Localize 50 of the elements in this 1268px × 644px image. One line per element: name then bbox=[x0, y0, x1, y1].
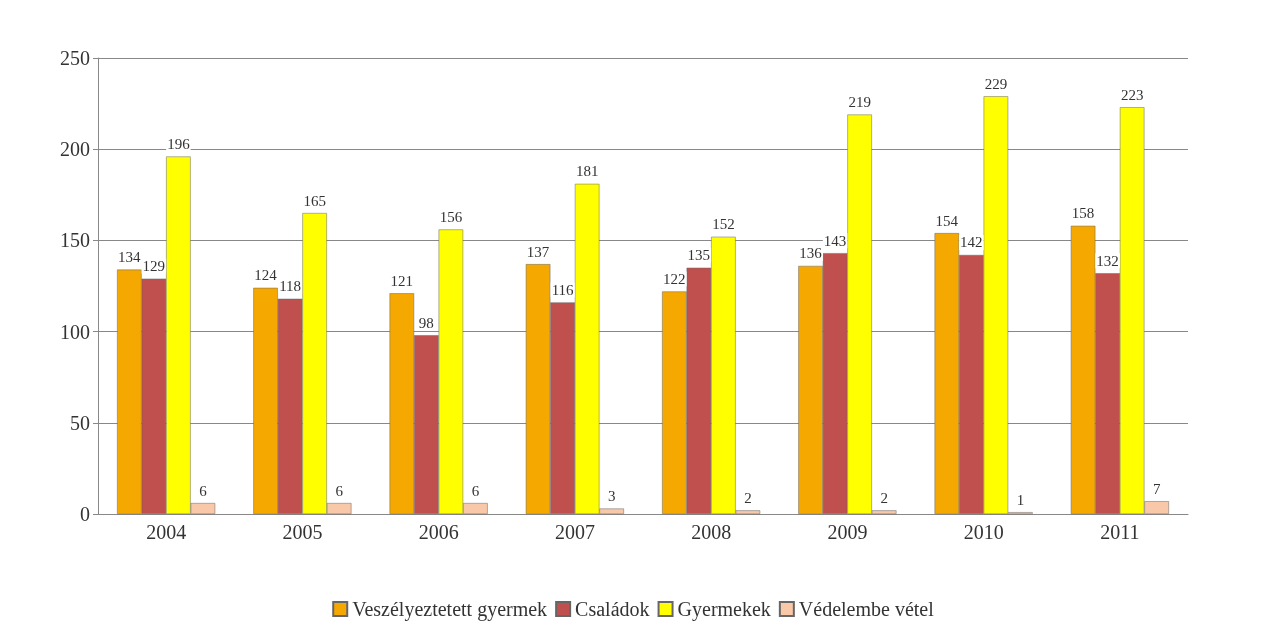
data-label: 98 bbox=[418, 314, 434, 331]
x-tick-label: 2004 bbox=[146, 521, 187, 543]
y-tick-label: 200 bbox=[60, 138, 90, 161]
legend-label: Családok bbox=[575, 598, 650, 620]
data-label: 2 bbox=[880, 489, 888, 506]
data-label: 122 bbox=[663, 270, 686, 287]
data-label: 118 bbox=[279, 278, 302, 295]
data-label: 135 bbox=[687, 247, 711, 264]
x-tick-label: 2010 bbox=[963, 521, 1004, 543]
data-label: 134 bbox=[118, 249, 142, 266]
x-tick-label: 2005 bbox=[282, 521, 323, 543]
data-label: 121 bbox=[390, 272, 414, 289]
data-label: 132 bbox=[1096, 252, 1119, 269]
data-label: 7 bbox=[1152, 480, 1161, 497]
legend-label: Gyermekek bbox=[677, 598, 771, 621]
data-label: 3 bbox=[607, 488, 616, 505]
data-label: 142 bbox=[960, 234, 983, 251]
data-label: 137 bbox=[526, 243, 550, 260]
y-tick-label: 100 bbox=[60, 320, 90, 343]
data-label: 6 bbox=[199, 482, 208, 499]
data-label: 165 bbox=[303, 192, 326, 209]
data-label: 196 bbox=[167, 136, 191, 152]
data-label: 156 bbox=[439, 208, 463, 225]
data-label: 129 bbox=[142, 258, 166, 275]
data-label: 143 bbox=[823, 232, 847, 249]
data-label: 181 bbox=[575, 163, 599, 180]
y-tick-label: 250 bbox=[60, 47, 90, 69]
legend-label: Védelembe vétel bbox=[798, 598, 935, 620]
y-tick-label: 0 bbox=[80, 503, 90, 525]
y-tick-label: 150 bbox=[60, 229, 90, 252]
x-tick-label: 2009 bbox=[827, 521, 868, 543]
data-label: 229 bbox=[984, 75, 1008, 92]
data-label: 1 bbox=[1016, 491, 1025, 508]
data-label: 6 bbox=[335, 482, 344, 499]
data-label: 136 bbox=[799, 245, 823, 262]
data-label: 152 bbox=[712, 216, 735, 233]
data-label: 2 bbox=[744, 489, 752, 506]
legend-label: Veszélyeztetett gyermek bbox=[352, 598, 548, 621]
x-tick-label: 2006 bbox=[418, 521, 459, 543]
x-tick-label: 2011 bbox=[1100, 521, 1140, 543]
data-label: 116 bbox=[551, 281, 575, 298]
data-label: 154 bbox=[935, 212, 959, 229]
data-label: 6 bbox=[471, 482, 480, 499]
data-label: 219 bbox=[848, 94, 871, 111]
data-label: 223 bbox=[1120, 86, 1144, 103]
x-tick-label: 2008 bbox=[691, 521, 732, 543]
data-label: 158 bbox=[1071, 205, 1095, 222]
data-label: 124 bbox=[254, 267, 278, 284]
x-tick-label: 2007 bbox=[554, 521, 595, 543]
y-tick-label: 50 bbox=[70, 411, 90, 434]
